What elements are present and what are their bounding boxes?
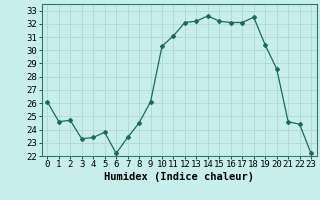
X-axis label: Humidex (Indice chaleur): Humidex (Indice chaleur) [104, 172, 254, 182]
